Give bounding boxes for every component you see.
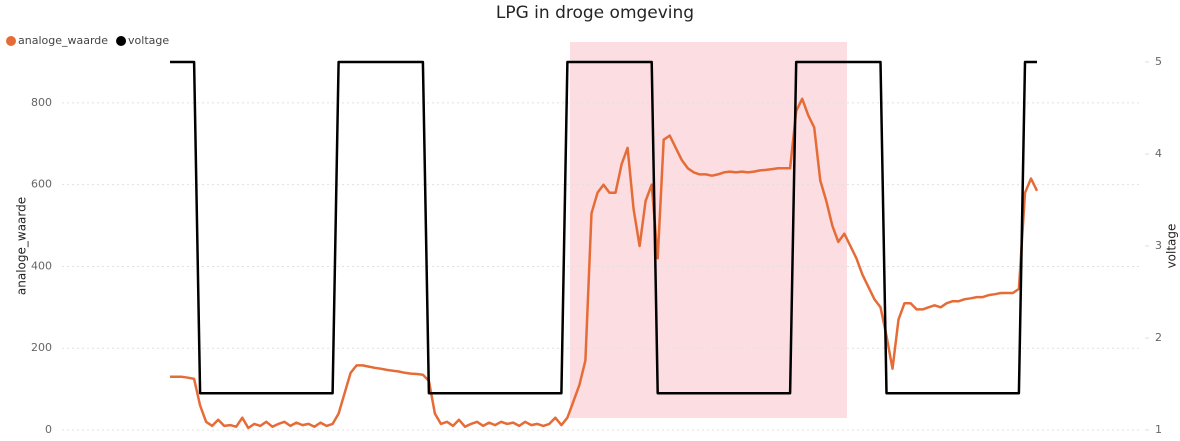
chart-title: LPG in droge omgeving — [496, 3, 694, 23]
highlight-region — [570, 42, 847, 418]
series-line — [170, 97, 1039, 430]
legend-marker — [6, 36, 16, 46]
series-line — [170, 60, 1037, 395]
y2-tick-label: 1 — [1155, 423, 1162, 436]
y2-tick-label: 2 — [1155, 331, 1162, 344]
y2-axis-title: voltage — [1165, 224, 1179, 269]
y2-tick-label: 5 — [1155, 55, 1162, 68]
y-tick-label: 200 — [31, 341, 52, 354]
legend-label: voltage — [128, 34, 169, 47]
grid — [62, 61, 1149, 431]
y-tick-label: 400 — [31, 259, 52, 272]
legend-label: analoge_waarde — [18, 34, 108, 47]
legend: analoge_waarde voltage — [6, 34, 169, 47]
y2-tick-label: 3 — [1155, 239, 1162, 252]
y2-tick-label: 4 — [1155, 147, 1162, 160]
y-tick-label: 0 — [45, 423, 52, 436]
y-tick-label: 800 — [31, 96, 52, 109]
legend-marker — [116, 36, 127, 46]
y-axis-title: analoge_waarde — [15, 197, 29, 295]
y-tick-label: 600 — [31, 178, 52, 191]
